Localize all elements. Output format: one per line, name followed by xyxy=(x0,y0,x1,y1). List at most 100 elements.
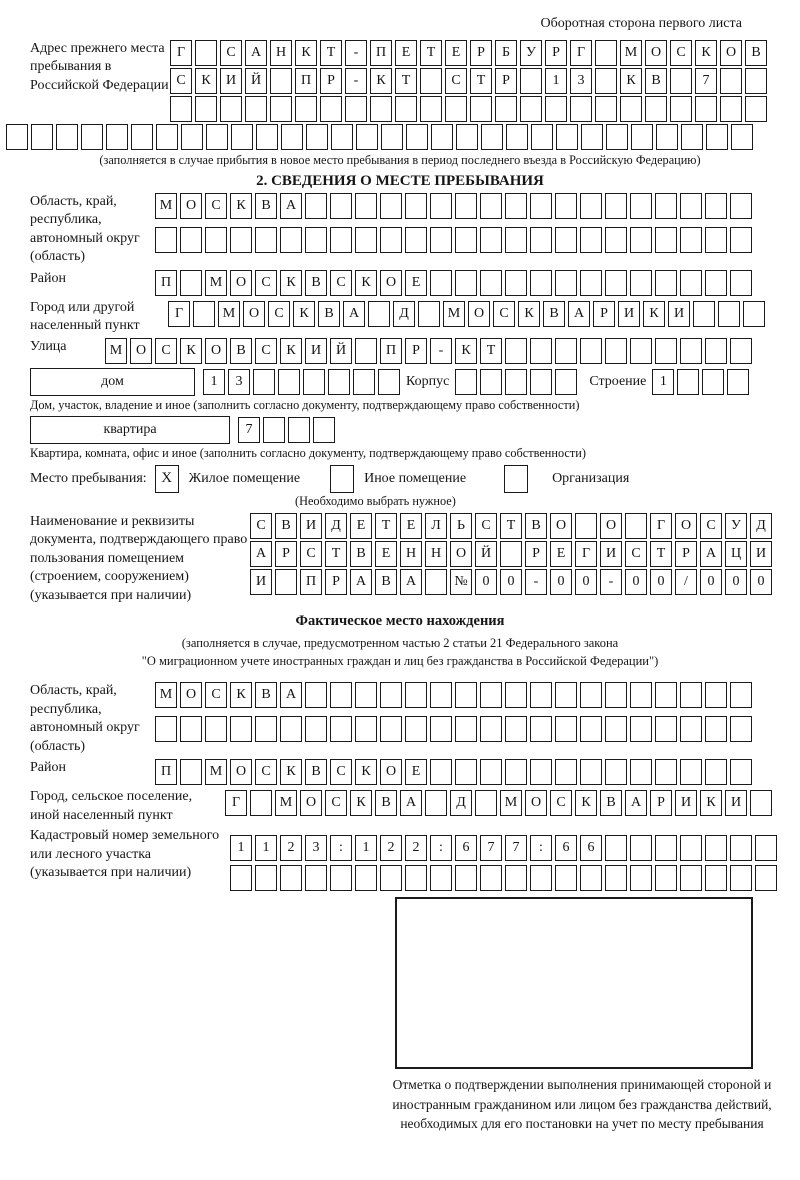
char-cell: 1 xyxy=(230,835,252,862)
char-cell: Е xyxy=(405,759,427,786)
char-cell: А xyxy=(250,540,272,567)
confirmation-caption: Отметка о подтверждении выполнения прини… xyxy=(392,1077,772,1132)
char-cell xyxy=(380,682,402,709)
char-cell: И xyxy=(618,300,640,327)
char-cell: С xyxy=(550,790,572,817)
char-cell: О xyxy=(130,337,152,364)
char-cell xyxy=(355,865,377,892)
char-cell: В xyxy=(375,790,397,817)
char-cell: Т xyxy=(470,68,492,94)
char-cell xyxy=(655,337,677,364)
char-cell: С xyxy=(330,269,352,296)
char-cell xyxy=(705,337,727,364)
char-cell: О xyxy=(468,300,490,327)
char-cell xyxy=(681,124,703,150)
char-cell: - xyxy=(345,40,367,66)
char-cell xyxy=(655,227,677,253)
char-cell: В xyxy=(255,682,277,709)
char-cell xyxy=(420,96,442,122)
char-cell: В xyxy=(318,300,340,327)
char-cell: / xyxy=(675,568,697,595)
char-cell: Е xyxy=(400,512,422,539)
char-cell xyxy=(730,865,752,892)
district-label: Район xyxy=(30,270,66,286)
char-cell: - xyxy=(345,68,367,94)
char-cell xyxy=(170,96,192,122)
char-cell: 2 xyxy=(380,835,402,862)
apartment-box-label: квартира xyxy=(30,415,230,444)
char-cell: 6 xyxy=(555,835,577,862)
char-cell: С xyxy=(255,269,277,296)
char-cell xyxy=(480,865,502,892)
char-cell xyxy=(555,269,577,296)
char-cell xyxy=(706,124,728,150)
char-cell xyxy=(556,124,578,150)
char-cell xyxy=(455,716,477,743)
char-cell xyxy=(580,682,602,709)
char-cell xyxy=(220,96,242,122)
char-cell: К xyxy=(280,337,302,364)
char-cell: А xyxy=(568,300,590,327)
confirmation-stamp-box xyxy=(395,897,753,1070)
char-cell xyxy=(305,716,327,743)
char-cell xyxy=(330,193,352,219)
char-cell: Р xyxy=(545,40,567,66)
char-cell xyxy=(730,337,752,364)
char-cell xyxy=(755,835,777,862)
char-cell xyxy=(705,716,727,743)
char-cell xyxy=(680,227,702,253)
char-cell xyxy=(630,716,652,743)
char-cell xyxy=(745,96,767,122)
char-cell xyxy=(718,300,740,327)
char-cell xyxy=(605,682,627,709)
char-cell xyxy=(670,68,692,94)
char-cell xyxy=(405,716,427,743)
char-cell: К xyxy=(230,193,252,219)
char-cell xyxy=(256,124,278,150)
char-cell: С xyxy=(670,40,692,66)
char-cell: К xyxy=(355,269,377,296)
char-cell xyxy=(505,337,527,364)
char-cell xyxy=(705,759,727,786)
char-cell: К xyxy=(575,790,597,817)
char-cell: В xyxy=(375,568,397,595)
char-cell: Т xyxy=(395,68,417,94)
char-cell xyxy=(730,682,752,709)
char-cell xyxy=(605,759,627,786)
char-cell xyxy=(355,716,377,743)
char-cell: Р xyxy=(525,540,547,567)
char-cell: К xyxy=(695,40,717,66)
char-cell xyxy=(425,790,447,817)
char-cell xyxy=(480,368,503,395)
char-cell: Г xyxy=(225,790,247,817)
char-cell xyxy=(353,368,375,395)
char-cell: 1 xyxy=(652,368,675,395)
char-cell xyxy=(530,865,552,892)
char-cell xyxy=(455,269,477,296)
char-cell: К xyxy=(620,68,642,94)
char-cell: 0 xyxy=(500,568,522,595)
char-cell xyxy=(305,193,327,219)
char-cell xyxy=(730,193,752,219)
char-cell: С xyxy=(700,512,722,539)
char-cell: П xyxy=(295,68,317,94)
char-cell xyxy=(605,716,627,743)
char-cell xyxy=(230,227,252,253)
char-cell: К xyxy=(230,682,252,709)
char-cell xyxy=(545,96,567,122)
char-cell xyxy=(430,716,452,743)
char-cell: Р xyxy=(320,68,342,94)
char-cell: 7 xyxy=(480,835,502,862)
char-cell xyxy=(275,568,297,595)
char-cell xyxy=(280,716,302,743)
char-cell xyxy=(195,96,217,122)
char-cell xyxy=(630,227,652,253)
actual-location-title: Фактическое место нахождения xyxy=(295,613,505,630)
char-cell xyxy=(180,716,202,743)
char-cell xyxy=(280,865,302,892)
char-cell: В xyxy=(543,300,565,327)
char-cell: 3 xyxy=(305,835,327,862)
